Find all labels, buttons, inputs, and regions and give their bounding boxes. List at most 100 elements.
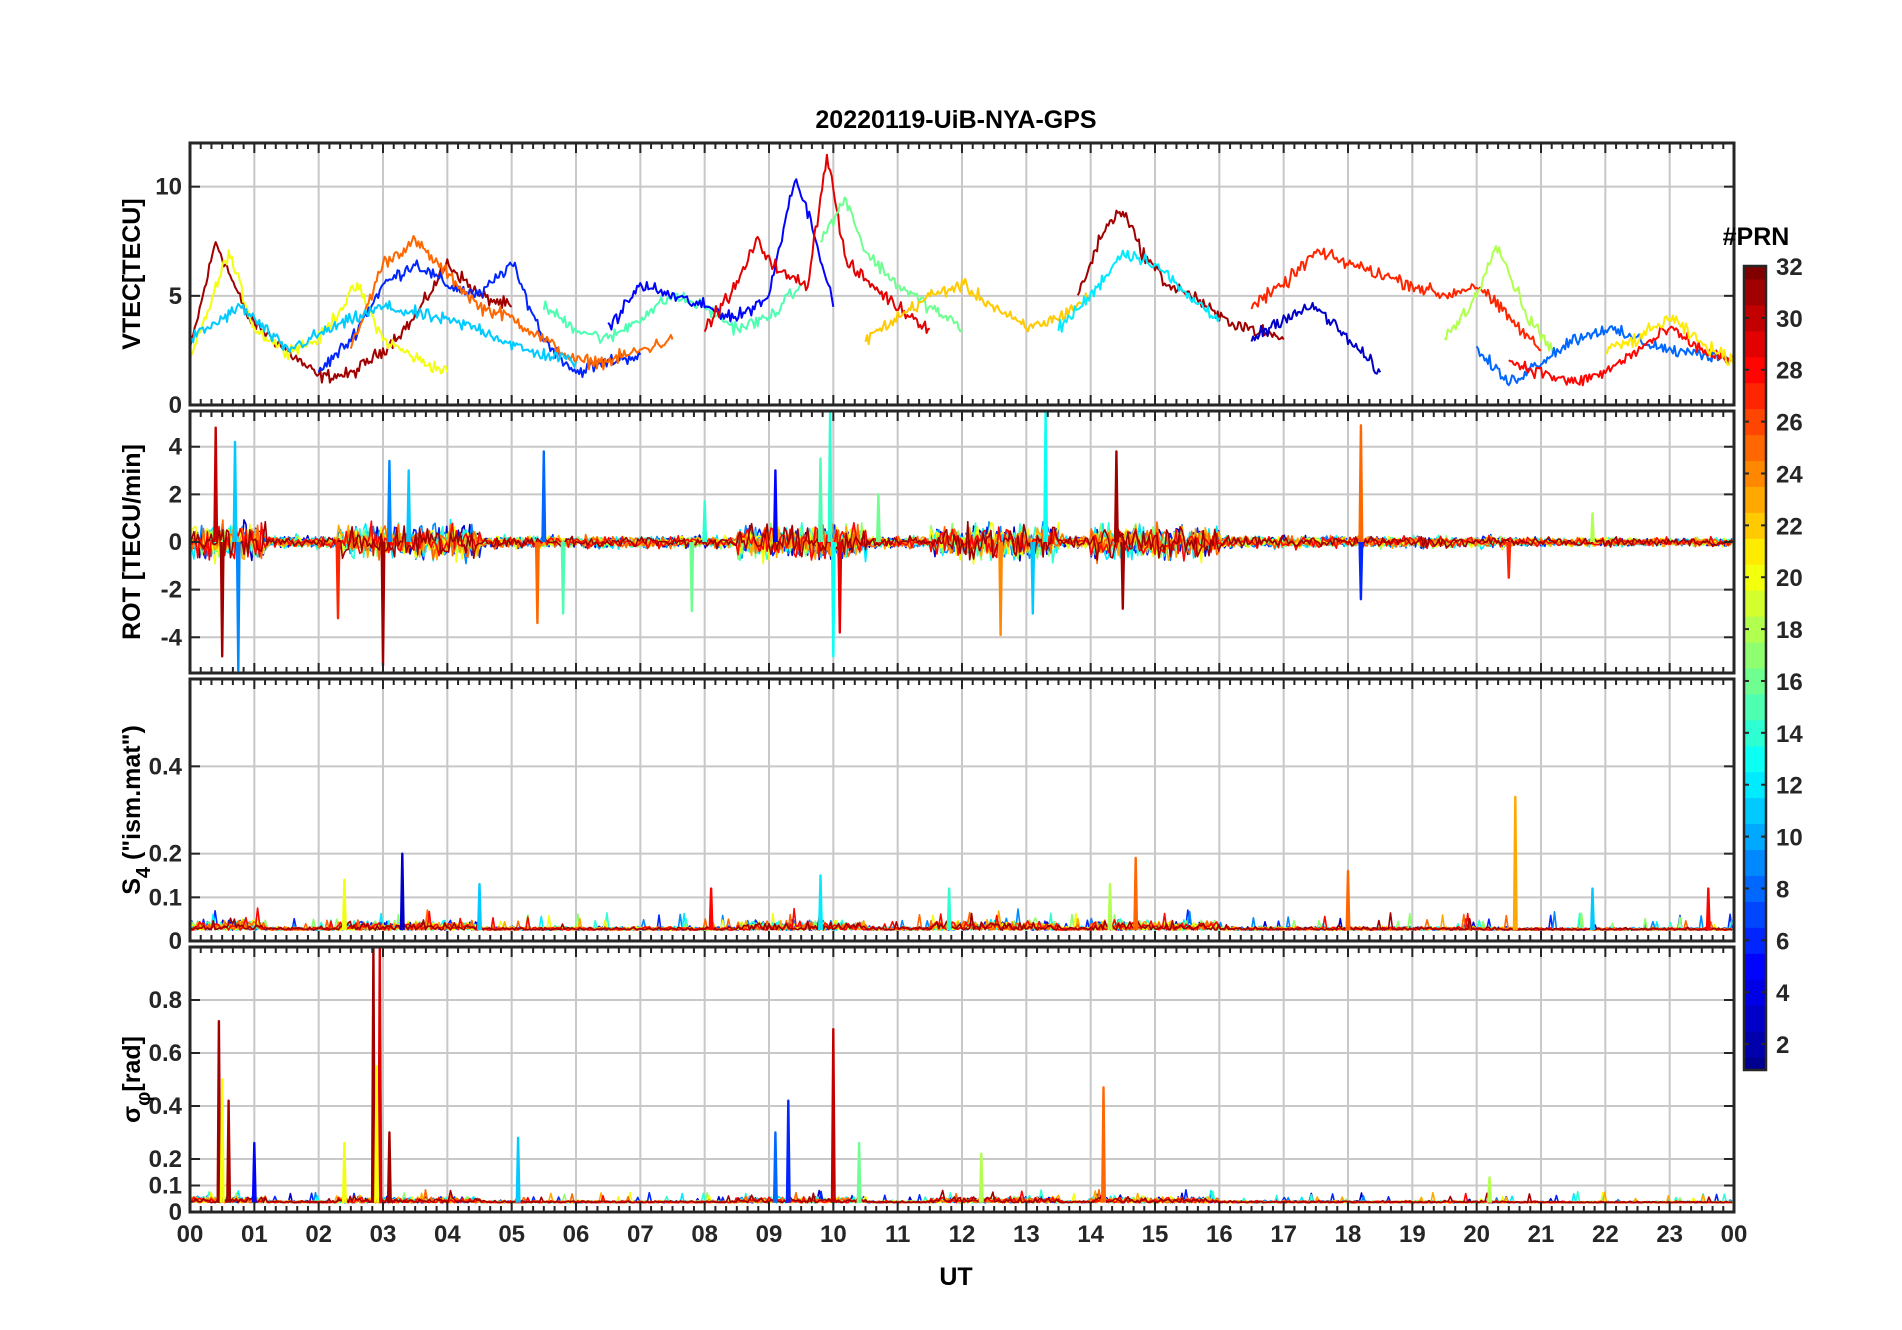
series-spike <box>818 457 823 543</box>
colorbar-segment <box>1744 460 1766 487</box>
series-spike <box>477 883 482 931</box>
series-spike <box>341 1141 347 1203</box>
panel-2: -4 -2 0 2 4 ROT [TECU/min] <box>118 409 1736 675</box>
y-axis-label-rest: ("ism.mat") <box>118 725 146 867</box>
x-tick-label: 15 <box>1142 1221 1169 1248</box>
series-line <box>819 196 963 333</box>
series-spike <box>837 541 843 634</box>
series-spike <box>946 887 952 931</box>
colorbar-segment <box>1744 266 1766 280</box>
series-spike <box>1120 541 1126 610</box>
data-layer <box>190 153 1734 387</box>
x-tick-label: 18 <box>1335 1221 1362 1248</box>
series-line <box>864 277 1092 346</box>
y-tick-label: 0 <box>169 392 182 419</box>
series-spike <box>213 426 219 543</box>
series-spike <box>818 874 823 931</box>
grid <box>190 679 1734 941</box>
colorbar-tick-label: 14 <box>1776 721 1803 748</box>
series-line <box>1057 249 1221 333</box>
x-tick-label: 12 <box>949 1221 976 1248</box>
colorbar-segment <box>1744 771 1766 799</box>
colorbar-tick-label: 20 <box>1776 565 1803 592</box>
series-spike <box>856 1141 862 1203</box>
colorbar-segment <box>1744 668 1766 695</box>
series-line <box>1250 247 1542 352</box>
colorbar-segment <box>1744 1031 1766 1058</box>
data-layer <box>190 411 1733 672</box>
y-tick-label: 0.1 <box>149 1173 182 1200</box>
colorbar-segment <box>1744 719 1766 747</box>
x-tick-label: 19 <box>1399 1221 1426 1248</box>
colorbar-segment <box>1744 278 1766 306</box>
series-spike <box>370 947 376 1203</box>
x-tick-label: 11 <box>885 1221 910 1248</box>
series-spike <box>251 1141 257 1203</box>
x-tick-label: 22 <box>1592 1221 1619 1248</box>
series-spike <box>830 1027 836 1203</box>
series-spike <box>1358 541 1364 601</box>
colorbar-tick-label: 18 <box>1776 617 1803 644</box>
series-spike <box>406 469 412 543</box>
series-spike <box>232 440 238 543</box>
x-tick-label: 16 <box>1206 1221 1233 1248</box>
series-spike <box>830 541 836 658</box>
y-tick-label: 0 <box>169 529 182 556</box>
y-axis-label: ROT [TECU/min] <box>118 444 146 640</box>
series-spike <box>978 1152 984 1203</box>
colorbar-segment <box>1744 512 1766 539</box>
series-spike <box>235 541 241 672</box>
colorbar-tick-label: 2 <box>1776 1032 1789 1059</box>
colorbar-segment <box>1744 590 1766 617</box>
series-spike <box>216 1020 222 1203</box>
y-axis-label: S4 ("ism.mat") <box>118 725 155 895</box>
series-spike <box>541 450 547 543</box>
grid <box>190 143 1734 405</box>
series-spike <box>226 1099 232 1203</box>
colorbar-segment <box>1744 1057 1766 1071</box>
x-axis-label: UT <box>939 1263 972 1291</box>
chart-title: 20220119-UiB-NYA-GPS <box>815 106 1096 134</box>
y-tick-label: 0.2 <box>149 1146 182 1173</box>
x-tick-label: 14 <box>1077 1221 1104 1248</box>
ticks <box>189 143 1735 406</box>
colorbar-segment <box>1744 979 1766 1006</box>
colorbar-tick-label: 16 <box>1776 669 1803 696</box>
colorbar-tick-label: 30 <box>1776 306 1803 333</box>
colorbar-segment <box>1744 382 1766 410</box>
colorbar-segment <box>1744 745 1766 773</box>
colorbar-segment <box>1744 1005 1766 1032</box>
y-tick-label: 0.4 <box>149 1093 183 1120</box>
series-spike <box>1107 883 1113 931</box>
colorbar-tick-label: 10 <box>1776 825 1803 852</box>
colorbar-segment <box>1744 953 1766 980</box>
colorbar-tick-label: 4 <box>1776 980 1790 1007</box>
series-line <box>190 520 1733 561</box>
series-line <box>1508 325 1734 387</box>
series-line <box>349 235 674 371</box>
series-line <box>190 249 449 375</box>
colorbar-segment <box>1744 927 1766 954</box>
y-axis-label-sub: φ <box>133 1092 155 1106</box>
ticks <box>189 411 1735 673</box>
y-tick-label: -4 <box>161 624 183 651</box>
colorbar-segment <box>1744 875 1766 902</box>
x-tick-label: 06 <box>563 1221 590 1248</box>
series-spike <box>702 500 708 543</box>
series-spike <box>785 1099 791 1203</box>
ticks <box>189 947 1735 1213</box>
series-line <box>1443 245 1555 353</box>
series-spike <box>1506 541 1512 579</box>
x-tick-label: 17 <box>1270 1221 1297 1248</box>
x-tick-label: 03 <box>370 1221 397 1248</box>
colorbar-tick-label: 8 <box>1776 876 1789 903</box>
x-tick-labels: 00 01 02 03 04 05 06 07 08 09 10 11 12 13 14 15 16 17 18 19… <box>177 1221 1748 1248</box>
series-spike <box>1030 541 1036 615</box>
series-spike <box>515 1136 521 1203</box>
series-spike <box>1590 887 1595 931</box>
y-tick-label: 0 <box>169 928 182 955</box>
series-spike <box>827 411 833 543</box>
colorbar-tick-label: 12 <box>1776 773 1803 800</box>
